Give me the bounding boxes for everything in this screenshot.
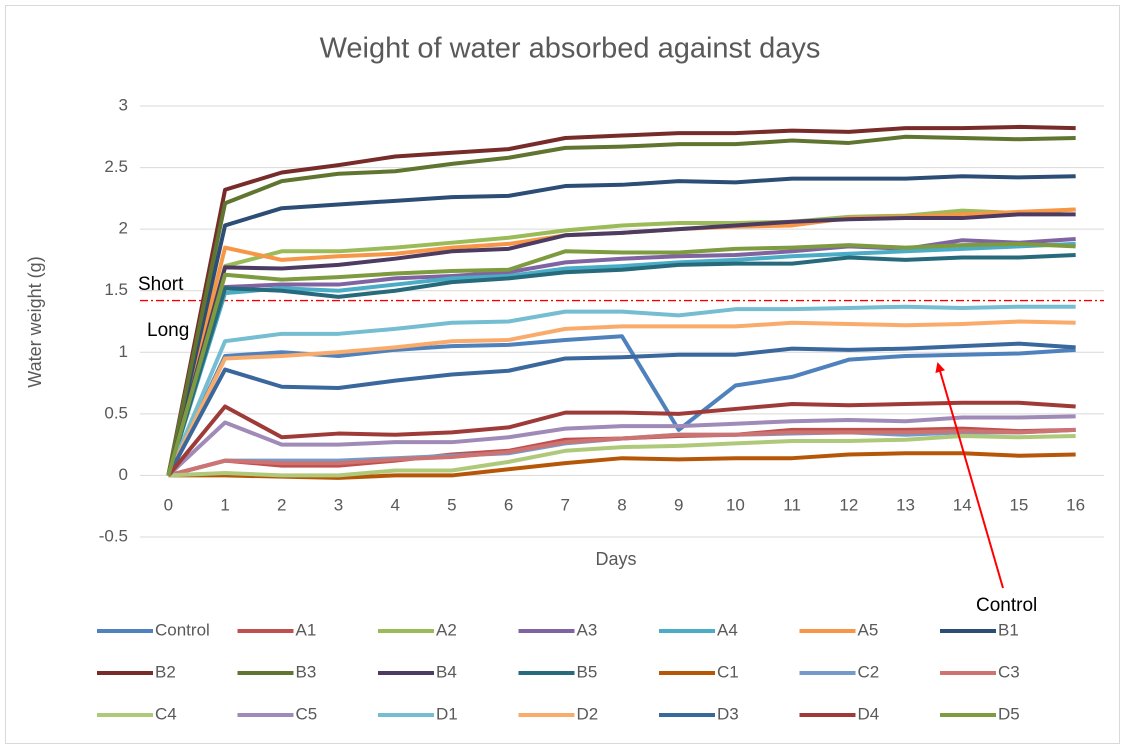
series-line <box>166 124 1076 476</box>
legend-label: B1 <box>998 620 1019 639</box>
legend-label: C5 <box>296 704 318 723</box>
series-line <box>166 304 1076 477</box>
legend-label: A4 <box>717 620 738 639</box>
annotation-arrow <box>935 362 1004 589</box>
x-tick-label: 9 <box>674 495 683 514</box>
chart-title: Weight of water absorbed against days <box>320 33 821 65</box>
legend-label: B5 <box>577 662 598 681</box>
legend-label: D4 <box>858 704 880 723</box>
legend-label: A5 <box>858 620 879 639</box>
series-line <box>166 241 1076 476</box>
series-line <box>166 207 1076 476</box>
y-tick-label: 1 <box>119 342 128 361</box>
x-tick-label: 14 <box>953 495 972 514</box>
y-tick-label: 0 <box>119 465 128 484</box>
x-tick-label: 1 <box>220 495 229 514</box>
series-line <box>166 134 1076 476</box>
series-line <box>166 241 1076 477</box>
series-line <box>166 212 1076 476</box>
plot-area: -0.500.511.522.530 1 2 3 4 5 6 7 8 9 10 11 12 13 14 15 1… <box>99 95 1104 545</box>
y-tick-label: 1.5 <box>104 280 128 299</box>
y-tick-label: 3 <box>119 95 128 114</box>
legend-label: B4 <box>436 662 457 681</box>
series-line <box>166 319 1076 477</box>
legend-label: B2 <box>155 662 176 681</box>
x-tick-label: 2 <box>277 495 286 514</box>
legend-label: A1 <box>296 620 317 639</box>
y-tick-label: 2.5 <box>104 157 128 176</box>
series-line <box>166 253 1076 477</box>
legend-label: D2 <box>577 704 599 723</box>
legend-label: A3 <box>577 620 598 639</box>
legend-label: C2 <box>858 662 880 681</box>
legend-label: C1 <box>717 662 739 681</box>
x-tick-label: 6 <box>504 495 513 514</box>
legend-label: A2 <box>436 620 457 639</box>
annotation: Long <box>147 320 189 341</box>
legend: Control A1 A2 A3 A4 A5 B1 B2 B3 B4 B5 C1 C2 C3 C4 C5 D1 D… <box>97 620 1020 723</box>
x-tick-label: 4 <box>390 495 399 514</box>
legend-label: D3 <box>717 704 739 723</box>
legend-label: Control <box>155 620 210 639</box>
annotation: Control <box>976 595 1037 616</box>
series-line <box>168 434 1076 478</box>
y-axis-label: Water weight (g) <box>25 256 45 387</box>
series-line <box>166 341 1076 477</box>
x-tick-label: 13 <box>896 495 915 514</box>
series-line <box>166 414 1076 477</box>
series-line <box>167 427 1076 478</box>
legend-label: B3 <box>296 662 317 681</box>
legend-label: C4 <box>155 704 177 723</box>
legend-label: D5 <box>998 704 1020 723</box>
x-tick-label: 15 <box>1009 495 1028 514</box>
x-tick-label: 12 <box>839 495 858 514</box>
x-tick-label: 3 <box>334 495 343 514</box>
x-tick-label: 8 <box>617 495 626 514</box>
series-line <box>166 400 1076 477</box>
x-tick-label: 7 <box>561 495 570 514</box>
annotation: Short <box>138 274 184 295</box>
x-tick-label: 11 <box>783 495 801 514</box>
y-tick-label: 2 <box>119 219 128 238</box>
y-tick-label: -0.5 <box>99 526 128 545</box>
x-axis-label: Days <box>595 549 636 569</box>
y-tick-label: 0.5 <box>104 403 128 422</box>
x-tick-label: 16 <box>1066 495 1085 514</box>
series-line <box>166 174 1076 476</box>
x-tick-label: 0 <box>164 495 173 514</box>
x-tick-label: 5 <box>447 495 456 514</box>
legend-label: C3 <box>998 662 1020 681</box>
legend-label: D1 <box>436 704 458 723</box>
series-line <box>168 451 1076 480</box>
x-tick-label: 10 <box>726 495 745 514</box>
